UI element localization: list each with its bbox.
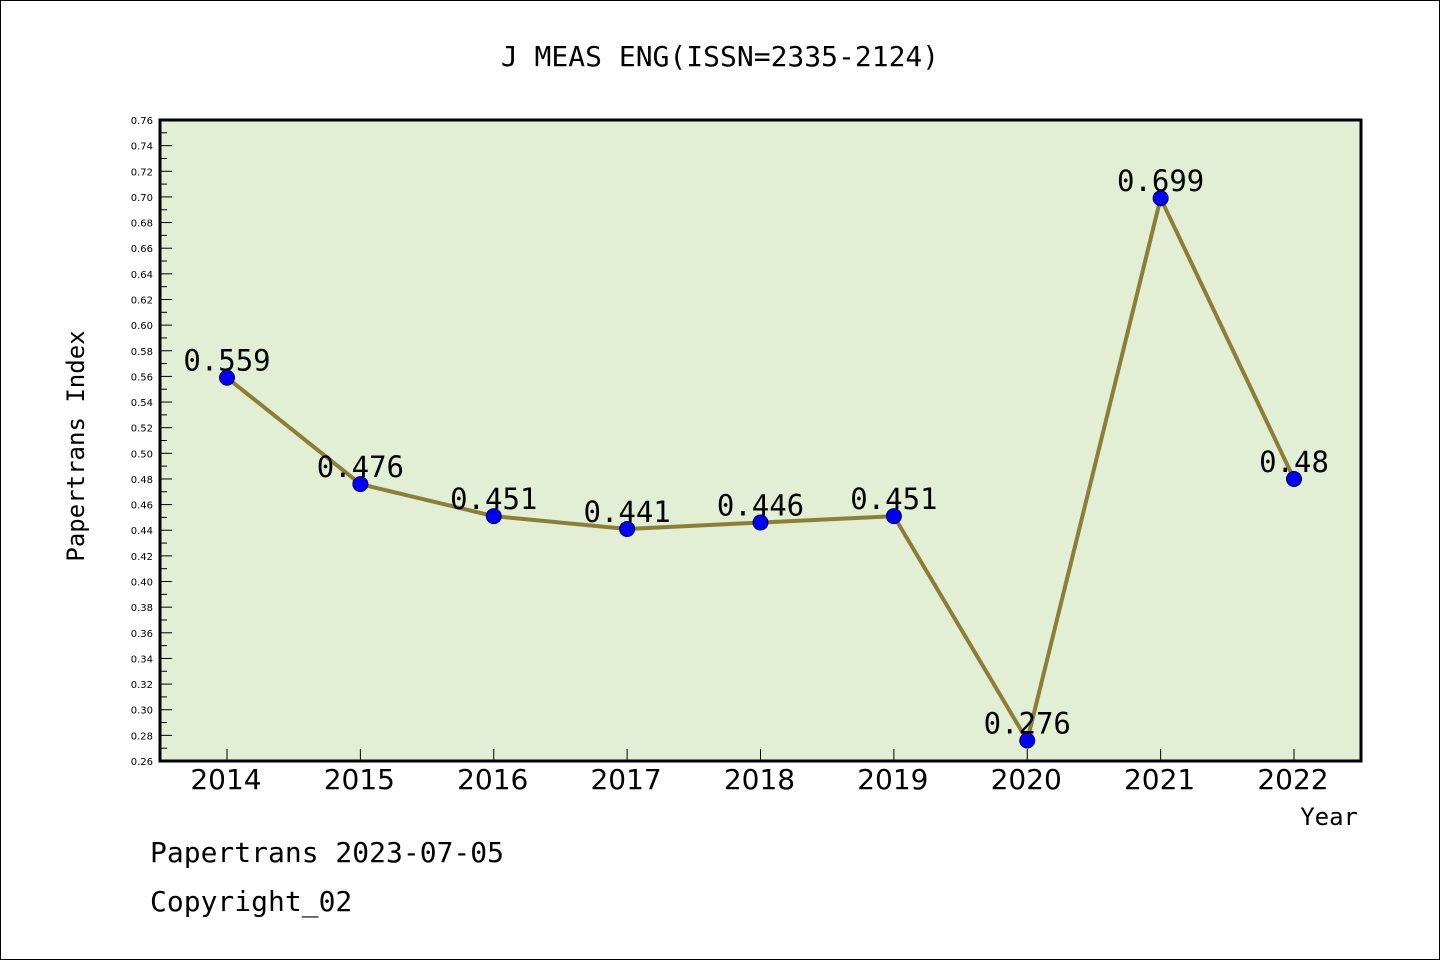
data-label: 0.446 — [717, 489, 804, 523]
data-label: 0.451 — [450, 482, 537, 516]
x-axis-tick-labels: 2014 2015 2016 2017 2018 2019 2020 2021 2022 — [190, 763, 1328, 796]
data-label: 0.559 — [183, 344, 270, 378]
x-tick-label: 2016 — [457, 763, 528, 796]
y-tick-label: 0.34 — [131, 654, 153, 665]
y-tick-label: 0.38 — [131, 603, 153, 614]
y-tick-label: 0.28 — [131, 731, 153, 742]
chart-title: J MEAS ENG(ISSN=2335-2124) — [501, 40, 939, 73]
x-axis-title: Year — [1300, 803, 1358, 831]
x-tick-label: 2020 — [991, 763, 1062, 796]
y-tick-label: 0.54 — [131, 398, 153, 409]
y-tick-label: 0.30 — [131, 706, 153, 717]
y-tick-label: 0.68 — [131, 219, 153, 230]
data-label: 0.441 — [583, 495, 670, 529]
data-label: 0.451 — [850, 482, 937, 516]
y-tick-label: 0.72 — [131, 167, 153, 178]
x-tick-label: 2019 — [857, 763, 928, 796]
data-point — [619, 520, 636, 537]
x-tick-label: 2022 — [1257, 763, 1328, 796]
data-points — [219, 190, 1302, 749]
y-tick-label: 0.48 — [131, 475, 153, 486]
y-tick-label: 0.44 — [131, 526, 153, 537]
data-point — [352, 476, 369, 493]
y-tick-label: 0.64 — [131, 270, 153, 281]
x-tick-label: 2018 — [724, 763, 795, 796]
y-tick-label: 0.46 — [131, 501, 153, 512]
x-tick-label: 2017 — [590, 763, 661, 796]
x-axis-ticks — [226, 749, 1295, 761]
y-tick-label: 0.74 — [131, 142, 153, 153]
data-point — [1019, 732, 1036, 749]
x-tick-label: 2015 — [324, 763, 395, 796]
data-point — [485, 508, 502, 525]
y-tick-label: 0.26 — [131, 757, 153, 768]
y-tick-label: 0.36 — [131, 629, 153, 640]
data-labels: 0.559 0.476 0.451 0.441 0.446 0.451 0.276 0.699… — [183, 164, 1329, 740]
data-point — [752, 514, 769, 531]
data-point — [885, 508, 902, 525]
footer-copyright-text: Copyright_02 — [150, 885, 353, 918]
data-label: 0.276 — [984, 706, 1071, 740]
data-label: 0.699 — [1117, 164, 1204, 198]
plot-area — [158, 118, 1363, 763]
y-tick-label: 0.62 — [131, 295, 153, 306]
y-axis-ticks — [160, 119, 172, 762]
data-point — [1286, 470, 1302, 487]
footer-date-text: Papertrans 2023-07-05 — [150, 836, 505, 869]
y-axis-tick-labels: 0.26 0.28 0.30 0.32 0.34 0.36 0.38 0.40 0.42 0.44… — [131, 116, 153, 768]
data-label: 0.48 — [1259, 445, 1329, 479]
y-tick-label: 0.76 — [131, 116, 153, 127]
y-tick-label: 0.58 — [131, 347, 153, 358]
x-tick-label: 2021 — [1124, 763, 1195, 796]
y-tick-label: 0.60 — [131, 321, 153, 332]
data-point — [219, 369, 235, 386]
y-tick-label: 0.66 — [131, 244, 153, 255]
y-tick-label: 0.50 — [131, 449, 153, 460]
y-tick-label: 0.56 — [131, 372, 153, 383]
y-tick-label: 0.40 — [131, 578, 153, 589]
y-tick-label: 0.52 — [131, 424, 153, 435]
y-tick-label: 0.32 — [131, 680, 153, 691]
y-tick-label: 0.42 — [131, 552, 153, 563]
x-tick-label: 2014 — [190, 763, 261, 796]
y-tick-label: 0.70 — [131, 193, 153, 204]
data-label: 0.476 — [317, 450, 404, 484]
data-point — [1152, 190, 1169, 207]
y-axis-title: Papertrans Index — [62, 330, 90, 561]
